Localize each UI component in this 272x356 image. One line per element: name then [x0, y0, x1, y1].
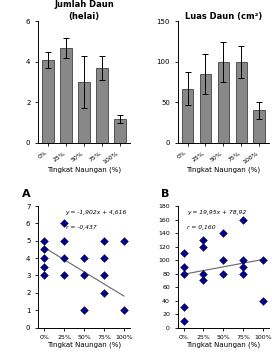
X-axis label: Tingkat Naungan (%): Tingkat Naungan (%)	[47, 341, 121, 348]
Point	[42, 273, 46, 278]
Bar	[60, 48, 72, 143]
X-axis label: Tingkat Naungan (%): Tingkat Naungan (%)	[186, 166, 261, 173]
Bar	[78, 82, 90, 143]
Point	[102, 290, 106, 295]
Bar	[96, 68, 108, 143]
Point	[181, 271, 186, 276]
Point	[201, 271, 206, 276]
Point	[181, 304, 186, 310]
Point	[42, 238, 46, 244]
Point	[181, 318, 186, 324]
Title: Luas Daun (cm²): Luas Daun (cm²)	[185, 12, 262, 21]
Point	[102, 273, 106, 278]
Point	[42, 255, 46, 261]
Point	[261, 298, 265, 303]
Text: r = -0,437: r = -0,437	[66, 225, 96, 230]
Text: y = -1,902x + 4,616: y = -1,902x + 4,616	[66, 210, 127, 215]
Point	[241, 264, 246, 269]
Point	[82, 307, 86, 313]
Point	[102, 255, 106, 261]
Text: B: B	[161, 189, 169, 199]
Bar	[114, 119, 126, 143]
Point	[181, 250, 186, 256]
Bar	[236, 62, 247, 143]
Point	[221, 257, 225, 263]
Point	[221, 230, 225, 236]
Title: Jumlah Daun
(helai): Jumlah Daun (helai)	[54, 0, 114, 21]
Point	[122, 238, 126, 244]
Point	[221, 271, 225, 276]
Point	[201, 277, 206, 283]
Bar	[42, 60, 54, 143]
Point	[102, 238, 106, 244]
Bar	[218, 62, 229, 143]
Point	[241, 257, 246, 263]
Point	[201, 237, 206, 243]
Point	[82, 255, 86, 261]
Point	[201, 244, 206, 249]
Bar	[254, 110, 265, 143]
Point	[261, 257, 265, 263]
Text: A: A	[21, 189, 30, 199]
Point	[62, 255, 66, 261]
Point	[42, 247, 46, 252]
Point	[82, 273, 86, 278]
Bar	[182, 89, 193, 143]
Text: y = 19,95x + 78,92: y = 19,95x + 78,92	[187, 210, 246, 215]
Point	[62, 273, 66, 278]
X-axis label: Tingkat Naungan (%): Tingkat Naungan (%)	[186, 341, 261, 348]
Point	[122, 307, 126, 313]
Point	[241, 217, 246, 222]
Point	[181, 264, 186, 269]
Point	[42, 264, 46, 269]
Point	[62, 238, 66, 244]
Bar	[200, 74, 211, 143]
Point	[241, 271, 246, 276]
Point	[62, 220, 66, 226]
X-axis label: Tingkat Naungan (%): Tingkat Naungan (%)	[47, 166, 121, 173]
Text: r = 0,160: r = 0,160	[187, 225, 215, 230]
